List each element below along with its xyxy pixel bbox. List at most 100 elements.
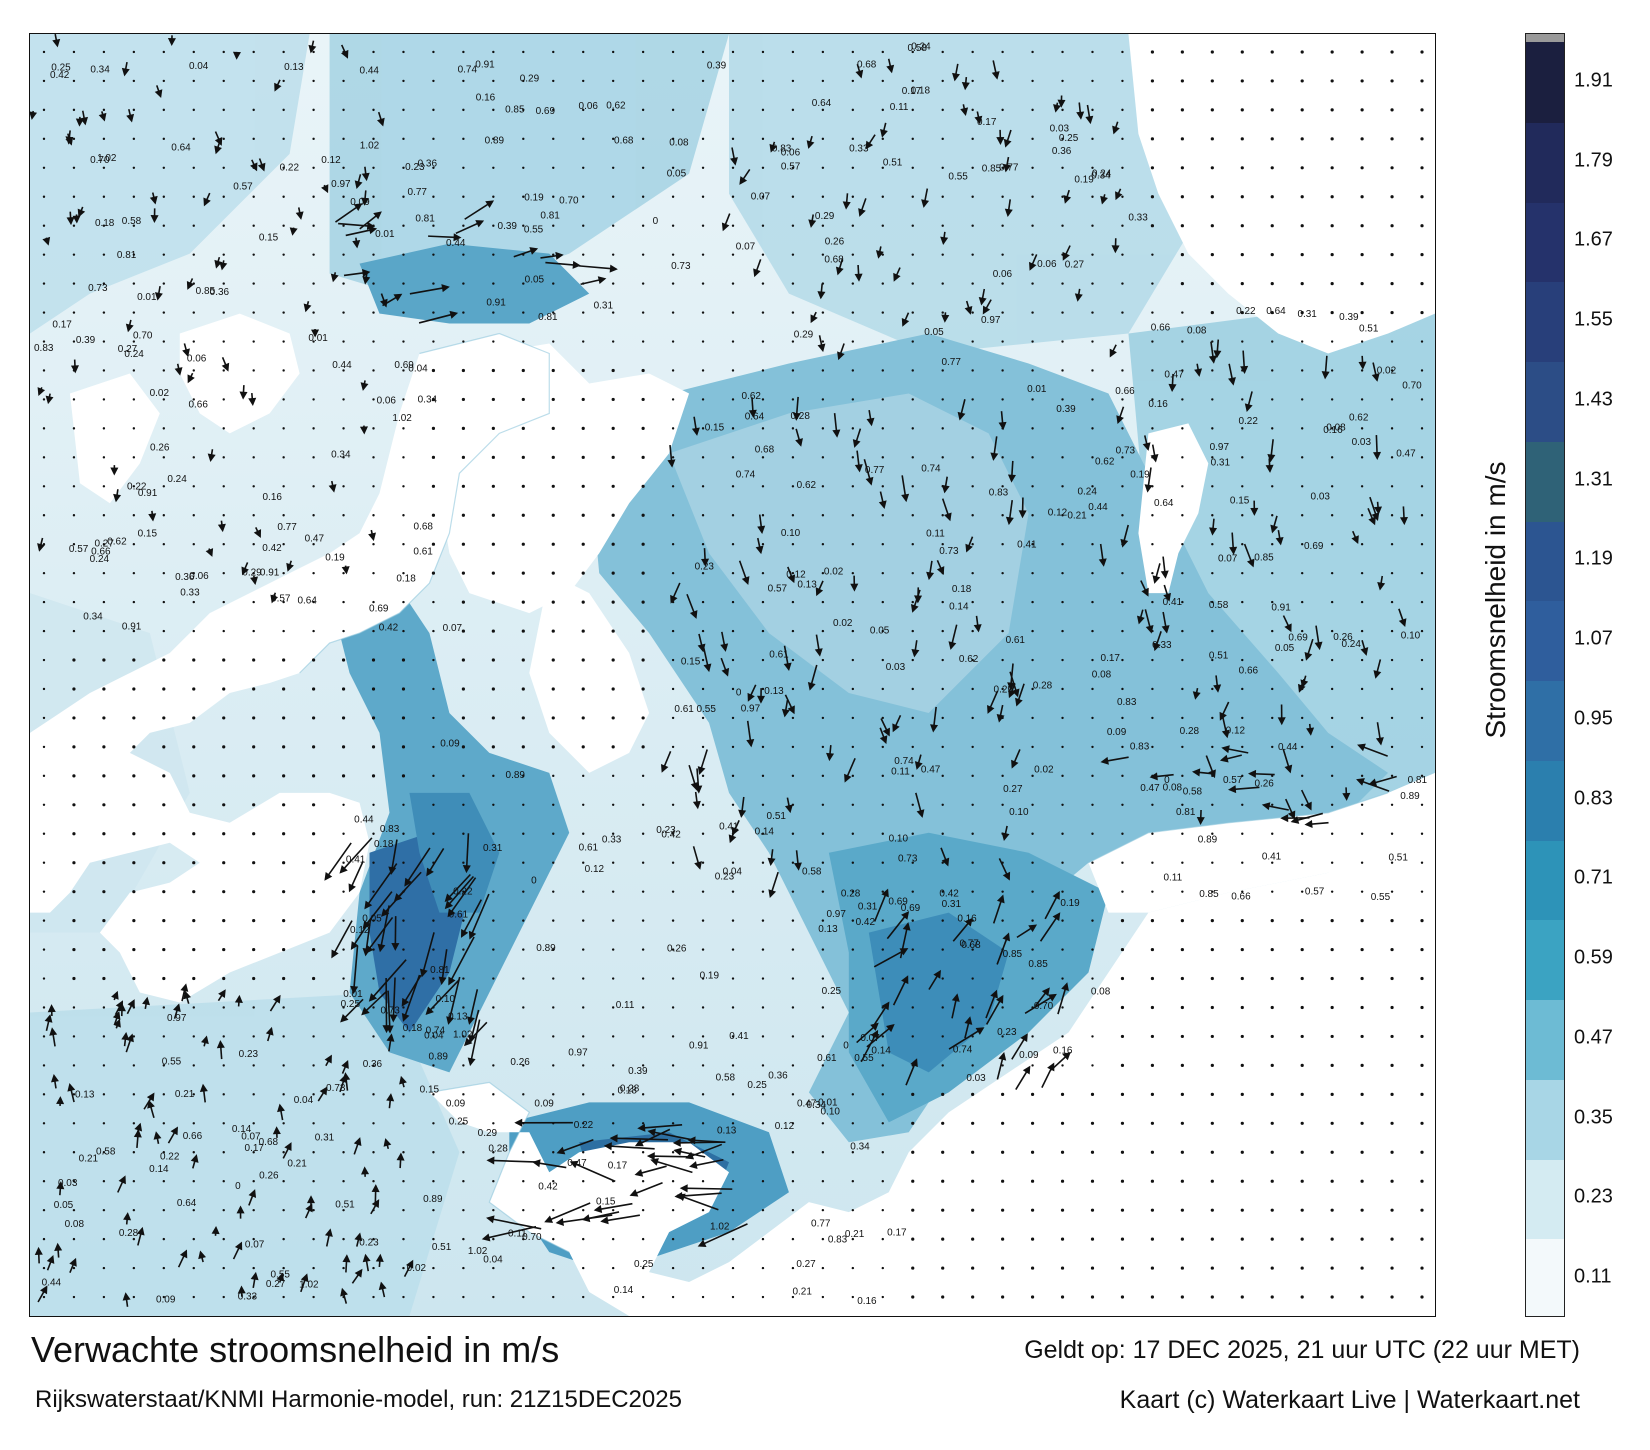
grid-dot: [552, 340, 555, 343]
grid-dot: [1180, 1266, 1184, 1270]
grid-dot: [1091, 166, 1094, 169]
grid-dot: [761, 948, 765, 951]
current-arrowhead: [690, 781, 699, 791]
current-value-label: 0.05: [525, 274, 545, 285]
grid-dot: [102, 832, 106, 836]
grid-dot: [492, 1295, 495, 1299]
grid-dot: [1330, 50, 1334, 54]
grid-dot: [1031, 137, 1034, 141]
grid-dot: [701, 398, 705, 401]
grid-dot: [791, 50, 795, 54]
current-value-label: 0.74: [458, 64, 478, 75]
grid-dot: [1001, 398, 1004, 401]
grid-dot: [1091, 629, 1094, 633]
grid-dot: [1390, 947, 1394, 952]
grid-dot: [701, 1093, 705, 1096]
grid-dot: [462, 195, 465, 198]
current-value-label: 0.13: [284, 62, 304, 73]
grid-dot: [492, 1122, 495, 1125]
grid-dot: [641, 1266, 645, 1270]
current-arrowhead: [70, 365, 79, 374]
grid-dot: [1210, 1121, 1214, 1125]
current-arrowhead: [396, 1152, 405, 1161]
grid-dot: [821, 79, 825, 83]
current-arrowhead: [274, 82, 282, 92]
grid-dot: [1420, 947, 1424, 952]
current-value-label: 0.85: [196, 286, 216, 297]
grid-dot: [971, 369, 974, 372]
current-arrowhead: [837, 351, 845, 361]
current-arrowhead: [982, 305, 991, 315]
current-arrowhead: [767, 857, 776, 867]
current-arrowhead: [1007, 682, 1016, 691]
current-arrowhead: [1063, 195, 1072, 204]
grid-dot: [132, 1208, 136, 1212]
grid-dot: [492, 311, 495, 314]
grid-dot: [521, 542, 525, 546]
current-arrowhead: [221, 362, 230, 372]
grid-dot: [1360, 398, 1364, 401]
current-value-label: 0.58: [1183, 786, 1203, 797]
grid-dot: [582, 774, 585, 778]
grid-dot: [1150, 976, 1154, 981]
grid-dot: [641, 803, 645, 806]
grid-dot: [821, 745, 825, 749]
grid-dot: [1031, 1064, 1034, 1067]
grid-dot: [1121, 137, 1124, 141]
current-value-label: 0.10: [1401, 630, 1421, 641]
grid-dot: [1420, 427, 1424, 430]
current-value-label: 0.22: [453, 886, 473, 897]
grid-dot: [1031, 774, 1034, 778]
grid-dot: [1151, 861, 1154, 864]
grid-dot: [162, 861, 166, 865]
grid-dot: [1300, 369, 1304, 372]
current-value-label: 0.28: [841, 889, 861, 900]
grid-dot: [372, 195, 375, 198]
grid-dot: [851, 571, 855, 575]
grid-dot: [342, 861, 345, 864]
current-value-label: 0.12: [321, 155, 341, 166]
grid-dot: [731, 1208, 735, 1212]
current-arrowhead: [52, 38, 61, 48]
grid-dot: [402, 948, 405, 951]
grid-dot: [791, 1266, 795, 1270]
grid-dot: [1090, 1121, 1095, 1125]
current-arrowhead: [205, 548, 214, 557]
grid-dot: [1210, 137, 1214, 141]
grid-dot: [1330, 1237, 1334, 1241]
grid-dot: [582, 1064, 585, 1067]
current-value-label: 0.97: [568, 1047, 588, 1058]
grid-dot: [192, 108, 195, 112]
grid-dot: [491, 542, 495, 546]
grid-dot: [671, 1208, 675, 1212]
current-value-label: 0.02: [150, 388, 170, 399]
grid-dot: [252, 311, 255, 314]
grid-dot: [1390, 861, 1394, 864]
grid-dot: [521, 600, 525, 604]
grid-dot: [311, 803, 316, 807]
grid-dot: [311, 861, 316, 865]
grid-dot: [72, 1208, 76, 1212]
grid-dot: [1061, 427, 1064, 430]
grid-dot: [282, 1237, 285, 1241]
grid-dot: [521, 571, 525, 575]
grid-dot: [342, 1035, 345, 1038]
grid-dot: [1211, 803, 1214, 806]
grid-dot: [731, 456, 735, 459]
grid-dot: [102, 369, 106, 372]
grid-dot: [372, 977, 375, 980]
grid-dot: [522, 1180, 525, 1183]
grid-dot: [881, 514, 884, 517]
grid-dot: [1240, 1208, 1244, 1212]
grid-dot: [72, 976, 76, 981]
current-arrowhead: [218, 989, 226, 999]
colorbar-label: Stroomsnelheid in m/s: [1480, 461, 1511, 739]
grid-dot: [402, 1122, 405, 1125]
grid-dot: [282, 1266, 285, 1270]
grid-dot: [282, 50, 285, 54]
current-arrowhead: [1304, 820, 1313, 829]
grid-dot: [42, 1208, 46, 1212]
grid-dot: [731, 1122, 735, 1125]
grid-dot: [1241, 687, 1244, 691]
grid-dot: [1300, 600, 1304, 604]
